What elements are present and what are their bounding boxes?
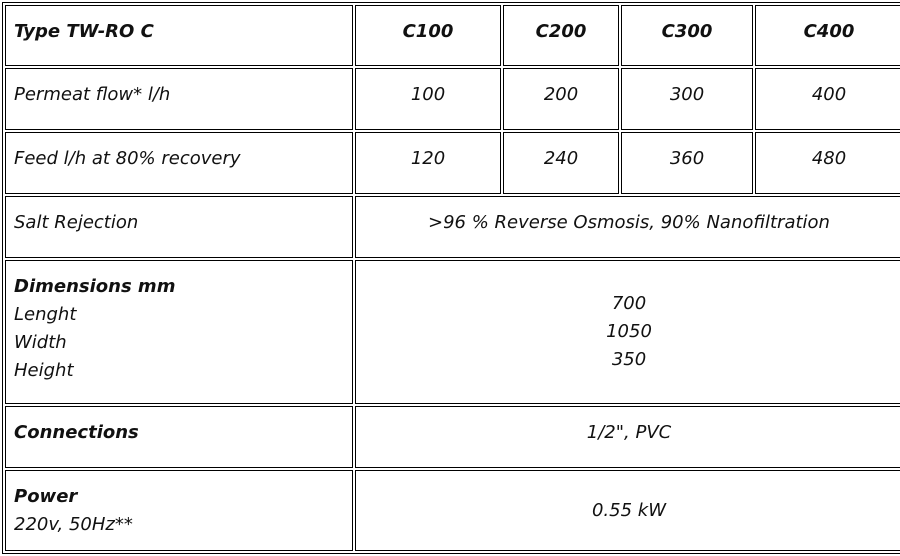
label-item: 220v, 50Hz** xyxy=(14,514,133,535)
cell: 200 xyxy=(503,68,619,130)
cell: 700 1050 350 xyxy=(355,260,900,404)
label-title: Dimensions mm xyxy=(14,276,176,297)
row: Permeat flow* l/h 100 200 300 400 xyxy=(5,68,900,130)
row: Connections 1/2", PVC xyxy=(5,406,900,468)
header-cell: C100 xyxy=(355,5,501,66)
row: Power 220v, 50Hz** 0.55 kW xyxy=(5,470,900,551)
header-row: Type TW-RO C C100 C200 C300 C400 xyxy=(5,5,900,66)
cell: 0.55 kW xyxy=(355,470,900,551)
row: Dimensions mm Lenght Width Height 700 10… xyxy=(5,260,900,404)
label-item: Lenght xyxy=(14,304,77,325)
header-cell: Type TW-RO C xyxy=(5,5,353,66)
row-label: Power 220v, 50Hz** xyxy=(5,470,353,551)
row: Salt Rejection >96 % Reverse Osmosis, 90… xyxy=(5,196,900,258)
row: Feed l/h at 80% recovery 120 240 360 480 xyxy=(5,132,900,194)
row-label: Dimensions mm Lenght Width Height xyxy=(5,260,353,404)
cell: >96 % Reverse Osmosis, 90% Nanofiltratio… xyxy=(355,196,900,258)
value: 700 xyxy=(611,293,647,314)
cell: 360 xyxy=(621,132,753,194)
cell: 1/2", PVC xyxy=(355,406,900,468)
header-cell: C300 xyxy=(621,5,753,66)
row-label: Feed l/h at 80% recovery xyxy=(5,132,353,194)
row-label: Connections xyxy=(5,406,353,468)
label-item: Width xyxy=(14,332,67,353)
value: 1050 xyxy=(606,321,652,342)
header-cell: C400 xyxy=(755,5,900,66)
value: 350 xyxy=(611,349,647,370)
cell: 240 xyxy=(503,132,619,194)
cell: 480 xyxy=(755,132,900,194)
cell: 100 xyxy=(355,68,501,130)
cell: 300 xyxy=(621,68,753,130)
header-cell: C200 xyxy=(503,5,619,66)
cell: 120 xyxy=(355,132,501,194)
row-label: Salt Rejection xyxy=(5,196,353,258)
label-title: Power xyxy=(14,486,78,507)
cell: 400 xyxy=(755,68,900,130)
label-item: Height xyxy=(14,360,74,381)
row-label: Permeat flow* l/h xyxy=(5,68,353,130)
